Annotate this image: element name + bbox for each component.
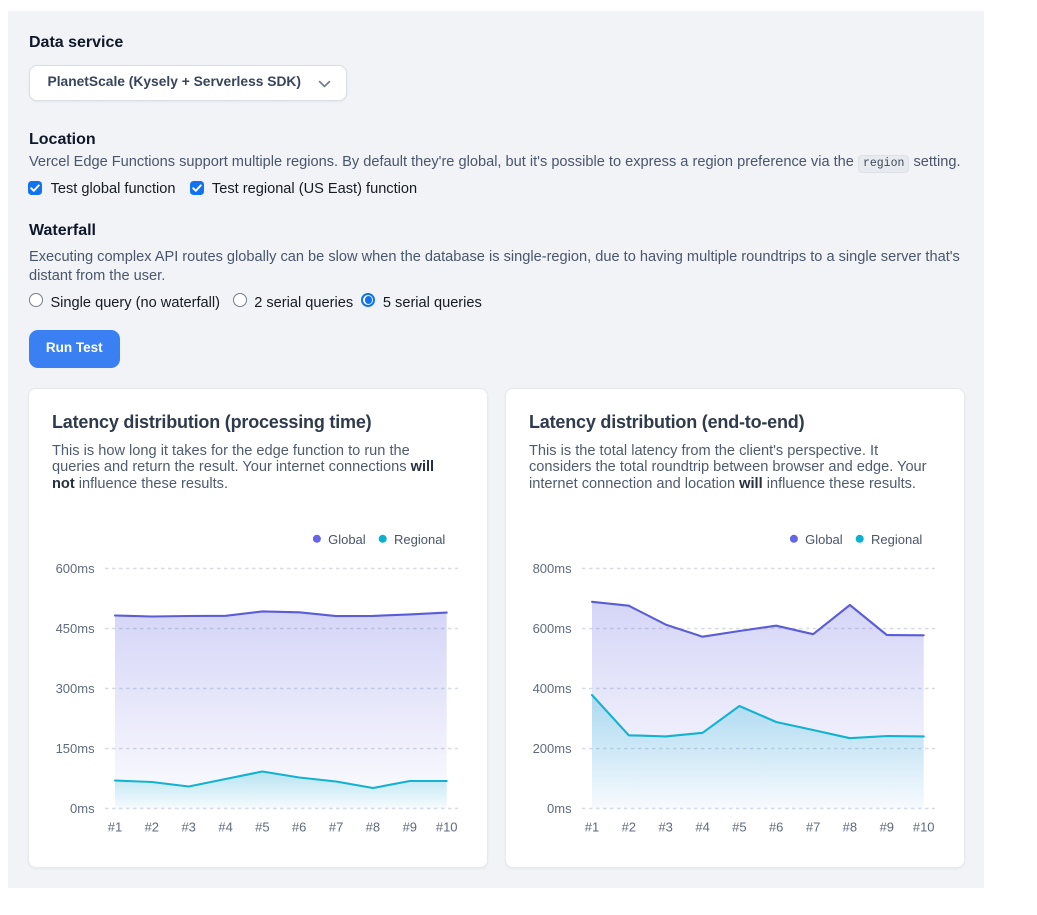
svg-text:Regional: Regional [871, 532, 922, 547]
svg-text:400ms: 400ms [533, 681, 573, 696]
svg-text:150ms: 150ms [56, 741, 96, 756]
svg-text:#6: #6 [292, 820, 306, 835]
svg-text:600ms: 600ms [56, 561, 96, 576]
svg-text:800ms: 800ms [533, 561, 573, 576]
svg-text:#5: #5 [732, 820, 746, 835]
svg-text:#3: #3 [658, 820, 672, 835]
svg-text:#10: #10 [436, 820, 458, 835]
svg-text:#4: #4 [695, 820, 709, 835]
svg-text:#7: #7 [806, 820, 820, 835]
svg-text:300ms: 300ms [56, 681, 96, 696]
svg-text:#1: #1 [108, 820, 122, 835]
svg-text:0ms: 0ms [547, 801, 572, 816]
svg-text:600ms: 600ms [533, 621, 573, 636]
svg-text:#8: #8 [366, 820, 380, 835]
svg-text:#1: #1 [585, 820, 599, 835]
svg-text:#9: #9 [403, 820, 417, 835]
svg-text:#10: #10 [913, 820, 935, 835]
svg-text:#4: #4 [218, 820, 232, 835]
svg-text:Global: Global [328, 532, 366, 547]
svg-text:Global: Global [805, 532, 843, 547]
svg-text:#7: #7 [329, 820, 343, 835]
svg-text:#2: #2 [622, 820, 636, 835]
svg-text:Regional: Regional [394, 532, 445, 547]
svg-text:450ms: 450ms [56, 621, 96, 636]
svg-text:#3: #3 [181, 820, 195, 835]
svg-text:200ms: 200ms [533, 741, 573, 756]
svg-text:#6: #6 [769, 820, 783, 835]
svg-text:#8: #8 [843, 820, 857, 835]
svg-text:#5: #5 [255, 820, 269, 835]
svg-text:#2: #2 [145, 820, 159, 835]
svg-text:#9: #9 [880, 820, 894, 835]
svg-text:0ms: 0ms [70, 801, 95, 816]
